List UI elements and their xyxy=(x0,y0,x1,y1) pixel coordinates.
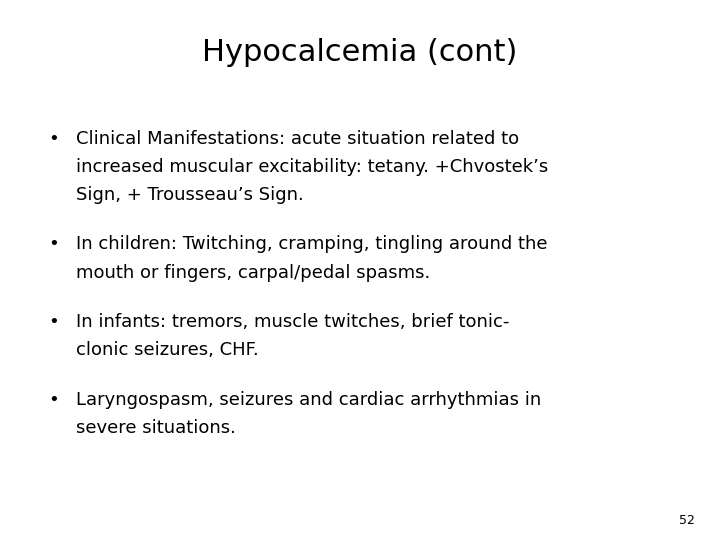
Text: •: • xyxy=(49,130,59,147)
Text: In infants: tremors, muscle twitches, brief tonic-: In infants: tremors, muscle twitches, br… xyxy=(76,313,509,331)
Text: In children: Twitching, cramping, tingling around the: In children: Twitching, cramping, tingli… xyxy=(76,235,547,253)
Text: •: • xyxy=(49,391,59,409)
Text: Hypocalcemia (cont): Hypocalcemia (cont) xyxy=(202,38,518,67)
Text: Laryngospasm, seizures and cardiac arrhythmias in: Laryngospasm, seizures and cardiac arrhy… xyxy=(76,391,541,409)
Text: Sign, + Trousseau’s Sign.: Sign, + Trousseau’s Sign. xyxy=(76,186,303,204)
Text: •: • xyxy=(49,235,59,253)
Text: mouth or fingers, carpal/pedal spasms.: mouth or fingers, carpal/pedal spasms. xyxy=(76,264,430,281)
Text: Clinical Manifestations: acute situation related to: Clinical Manifestations: acute situation… xyxy=(76,130,518,147)
Text: •: • xyxy=(49,313,59,331)
Text: clonic seizures, CHF.: clonic seizures, CHF. xyxy=(76,341,258,359)
Text: increased muscular excitability: tetany. +Chvostek’s: increased muscular excitability: tetany.… xyxy=(76,158,548,176)
Text: severe situations.: severe situations. xyxy=(76,419,235,437)
Text: 52: 52 xyxy=(679,514,695,526)
